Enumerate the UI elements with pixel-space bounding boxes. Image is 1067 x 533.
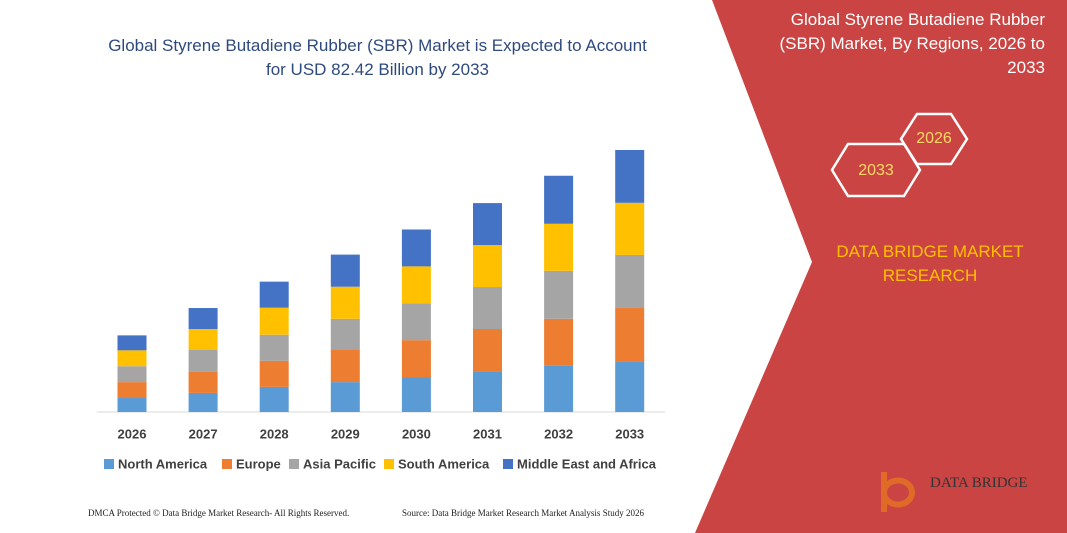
bar-segment [473,287,502,330]
bar-segment [473,329,502,372]
bar-segment [188,308,218,330]
bar-segment [259,307,289,335]
bar-segment [188,392,218,412]
bar-segment [188,329,218,350]
bar-segment [544,365,574,412]
bar-segment [544,175,574,224]
x-tick-label: 2030 [402,426,431,441]
legend-swatch [104,459,114,469]
x-tick-label: 2027 [189,426,218,441]
bar-segment [473,203,502,246]
bar-segment [117,382,147,399]
bar-segment [473,245,502,288]
bar-segment [401,303,431,341]
bar-segment [544,270,574,319]
bar-segment [544,318,574,366]
bar-segment [401,340,431,378]
bar-segment [330,382,360,412]
bar-segment [330,318,360,350]
bar-segment [117,335,147,351]
bar-segment [117,398,147,412]
x-tick-label: 2028 [260,426,289,441]
legend-label: Europe [236,456,281,471]
legend-label: South America [398,456,490,471]
bar-segment [615,202,645,255]
bar-segment [401,377,431,412]
bar-segment [401,229,431,267]
legend-label: North America [118,456,208,471]
legend-swatch [384,459,394,469]
bar-segment [259,386,289,412]
x-tick-label: 2029 [331,426,360,441]
bar-segment [330,286,360,319]
bar-segment [615,150,645,203]
brand: DATA BRIDGE MARKET RESEARCH [836,242,1024,285]
x-tick-label: 2026 [118,426,147,441]
legend-swatch [503,459,513,469]
bar-segment [330,349,360,383]
footer-right: Source: Data Bridge Market Research Mark… [402,508,644,518]
hexagon [899,112,969,166]
bar-segment [615,254,645,309]
bar-segment [188,349,218,372]
x-tick-label: 2032 [544,426,573,441]
bar-segment [259,281,289,308]
bar-segment [544,223,574,271]
logo-text: DATA BRIDGE [930,475,1028,491]
bar-segment [330,254,360,287]
legend-label: Middle East and Africa [517,456,657,471]
bar-segment [117,350,147,367]
bar-segment [188,371,218,393]
bar-segment [401,266,431,304]
footer-left: DMCA Protected © Data Bridge Market Rese… [88,508,350,518]
legend-swatch [222,459,232,469]
chart-title: Global Styrene Butadiene Rubber (SBR) Ma… [108,36,647,79]
panel-title: Global Styrene Butadiene Rubber (SBR) Ma… [779,10,1045,77]
side-panel [695,0,1067,533]
bar-segment [259,360,289,387]
legend-label: Asia Pacific [303,456,376,471]
bar-segment [117,366,147,383]
logo-icon [881,472,915,512]
bar-segment [615,308,645,362]
bar-segment [473,371,502,412]
x-tick-label: 2033 [615,426,644,441]
badge: 2033 [858,162,894,179]
legend-swatch [289,459,299,469]
bar-segment [259,334,289,361]
bar-segment [615,361,645,412]
x-tick-label: 2031 [473,426,502,441]
badge: 2026 [916,130,952,147]
